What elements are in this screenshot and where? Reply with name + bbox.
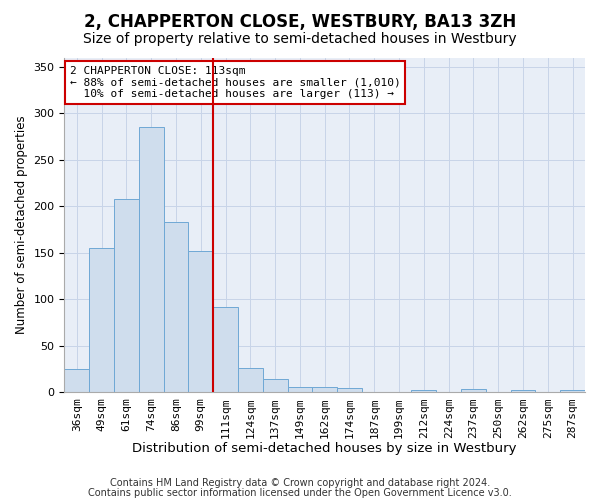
Bar	[213, 307, 238, 392]
Bar	[89, 248, 114, 392]
Y-axis label: Number of semi-detached properties: Number of semi-detached properties	[15, 116, 28, 334]
Text: 2, CHAPPERTON CLOSE, WESTBURY, BA13 3ZH: 2, CHAPPERTON CLOSE, WESTBURY, BA13 3ZH	[84, 12, 516, 30]
Bar	[188, 251, 213, 392]
Bar	[139, 128, 164, 392]
Bar	[412, 390, 436, 392]
X-axis label: Distribution of semi-detached houses by size in Westbury: Distribution of semi-detached houses by …	[133, 442, 517, 455]
Bar	[461, 389, 486, 392]
Bar	[560, 390, 585, 392]
Bar	[64, 369, 89, 392]
Bar	[287, 387, 313, 392]
Bar	[511, 390, 535, 392]
Text: Size of property relative to semi-detached houses in Westbury: Size of property relative to semi-detach…	[83, 32, 517, 46]
Bar	[164, 222, 188, 392]
Bar	[114, 199, 139, 392]
Text: 2 CHAPPERTON CLOSE: 113sqm
← 88% of semi-detached houses are smaller (1,010)
  1: 2 CHAPPERTON CLOSE: 113sqm ← 88% of semi…	[70, 66, 400, 99]
Bar	[263, 380, 287, 392]
Bar	[337, 388, 362, 392]
Text: Contains public sector information licensed under the Open Government Licence v3: Contains public sector information licen…	[88, 488, 512, 498]
Bar	[238, 368, 263, 392]
Bar	[313, 387, 337, 392]
Text: Contains HM Land Registry data © Crown copyright and database right 2024.: Contains HM Land Registry data © Crown c…	[110, 478, 490, 488]
